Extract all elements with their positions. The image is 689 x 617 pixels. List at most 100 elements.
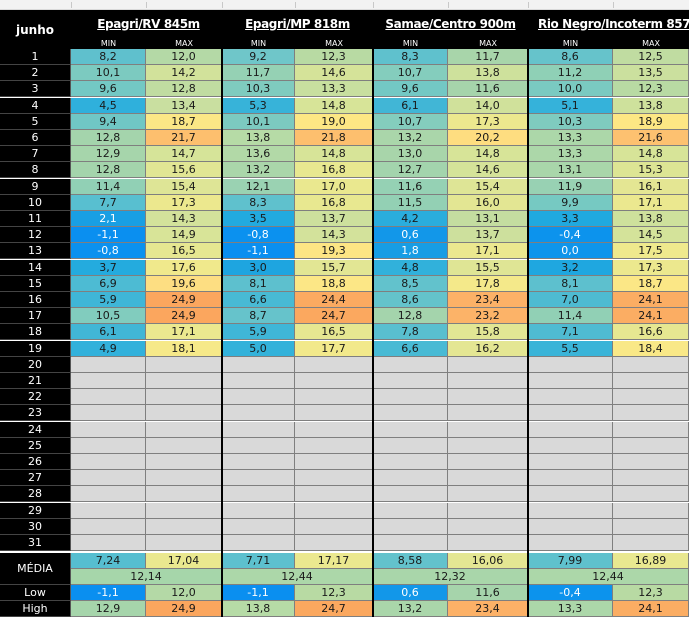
empty-cell[interactable] <box>373 470 448 487</box>
empty-cell[interactable] <box>146 373 222 389</box>
min-temp-cell[interactable]: 7,0 <box>528 292 613 308</box>
empty-cell[interactable] <box>448 389 528 406</box>
empty-cell[interactable] <box>528 389 613 406</box>
min-temp-cell[interactable]: 12,9 <box>71 146 146 163</box>
max-temp-cell[interactable]: 18,7 <box>613 275 689 292</box>
max-temp-cell[interactable]: 17,8 <box>448 275 528 292</box>
min-temp-cell[interactable]: 5,5 <box>528 340 613 357</box>
empty-cell[interactable] <box>146 421 222 438</box>
min-temp-cell[interactable]: 12,7 <box>373 162 448 179</box>
max-temp-cell[interactable]: 14,0 <box>448 97 528 114</box>
high-value[interactable]: 24,9 <box>146 601 222 617</box>
empty-cell[interactable] <box>295 389 373 406</box>
high-value[interactable]: 12,9 <box>71 601 146 617</box>
max-temp-cell[interactable]: 15,7 <box>295 259 373 276</box>
max-temp-cell[interactable]: 16,5 <box>146 243 222 260</box>
empty-cell[interactable] <box>373 454 448 470</box>
max-temp-cell[interactable]: 20,2 <box>448 130 528 146</box>
min-temp-cell[interactable]: 13,2 <box>373 130 448 146</box>
empty-cell[interactable] <box>146 470 222 487</box>
max-temp-cell[interactable]: 23,4 <box>448 292 528 308</box>
min-temp-cell[interactable]: 4,8 <box>373 259 448 276</box>
min-temp-cell[interactable]: 5,3 <box>222 97 295 114</box>
empty-cell[interactable] <box>448 373 528 389</box>
max-temp-cell[interactable]: 14,6 <box>448 162 528 179</box>
min-temp-cell[interactable]: 3,3 <box>528 211 613 227</box>
max-temp-cell[interactable]: 14,8 <box>295 97 373 114</box>
max-temp-cell[interactable]: 16,8 <box>295 162 373 179</box>
empty-cell[interactable] <box>222 470 295 487</box>
max-temp-cell[interactable]: 19,6 <box>146 275 222 292</box>
empty-cell[interactable] <box>71 486 146 503</box>
min-temp-cell[interactable]: 6,9 <box>71 275 146 292</box>
empty-cell[interactable] <box>528 486 613 503</box>
empty-cell[interactable] <box>373 421 448 438</box>
high-value[interactable]: 13,3 <box>528 601 613 617</box>
min-temp-cell[interactable]: 12,8 <box>373 308 448 325</box>
min-temp-cell[interactable]: -0,8 <box>71 243 146 260</box>
high-value[interactable]: 24,7 <box>295 601 373 617</box>
max-temp-cell[interactable]: 14,6 <box>295 65 373 82</box>
empty-cell[interactable] <box>373 502 448 519</box>
min-temp-cell[interactable]: 0,0 <box>528 243 613 260</box>
empty-cell[interactable] <box>528 502 613 519</box>
min-temp-cell[interactable]: 9,9 <box>528 194 613 211</box>
empty-cell[interactable] <box>373 405 448 422</box>
min-temp-cell[interactable]: 13,3 <box>528 146 613 163</box>
min-temp-cell[interactable]: 9,2 <box>222 49 295 65</box>
empty-cell[interactable] <box>528 518 613 535</box>
min-temp-cell[interactable]: -0,4 <box>528 227 613 244</box>
empty-cell[interactable] <box>448 437 528 454</box>
station-header-epagri-mp[interactable]: Epagri/MP 818m <box>245 16 350 31</box>
column-divider[interactable] <box>222 2 223 8</box>
max-temp-cell[interactable]: 13,8 <box>448 65 528 82</box>
max-temp-cell[interactable]: 15,5 <box>448 259 528 276</box>
max-temp-cell[interactable]: 24,7 <box>295 308 373 325</box>
min-temp-cell[interactable]: 11,7 <box>222 65 295 82</box>
max-temp-cell[interactable]: 13,1 <box>448 211 528 227</box>
min-temp-cell[interactable]: 10,1 <box>222 113 295 130</box>
empty-cell[interactable] <box>613 437 689 454</box>
column-divider[interactable] <box>613 2 614 8</box>
empty-cell[interactable] <box>222 454 295 470</box>
max-temp-cell[interactable]: 14,3 <box>295 227 373 244</box>
empty-cell[interactable] <box>448 470 528 487</box>
max-temp-cell[interactable]: 11,7 <box>448 49 528 65</box>
min-temp-cell[interactable]: 6,6 <box>373 340 448 357</box>
empty-cell[interactable] <box>222 437 295 454</box>
min-temp-cell[interactable]: 6,1 <box>71 324 146 341</box>
min-temp-cell[interactable]: 7,7 <box>71 194 146 211</box>
overall-average-value[interactable]: 12,14 <box>71 569 222 586</box>
low-value[interactable]: -1,1 <box>71 585 146 602</box>
max-temp-cell[interactable]: 24,9 <box>146 292 222 308</box>
empty-cell[interactable] <box>448 405 528 422</box>
empty-cell[interactable] <box>71 518 146 535</box>
max-temp-cell[interactable]: 18,4 <box>613 340 689 357</box>
max-temp-cell[interactable]: 12,0 <box>146 49 222 65</box>
empty-cell[interactable] <box>613 470 689 487</box>
max-temp-cell[interactable]: 14,8 <box>448 146 528 163</box>
empty-cell[interactable] <box>373 518 448 535</box>
max-temp-cell[interactable]: 17,3 <box>146 194 222 211</box>
empty-cell[interactable] <box>71 535 146 551</box>
station-header-rio-negro[interactable]: Rio Negro/Incoterm 857m <box>538 16 689 31</box>
min-temp-cell[interactable]: 11,4 <box>528 308 613 325</box>
max-temp-cell[interactable]: 15,6 <box>146 162 222 179</box>
media-value[interactable]: 7,71 <box>222 553 295 570</box>
min-temp-cell[interactable]: 10,3 <box>528 113 613 130</box>
min-temp-cell[interactable]: 8,3 <box>373 49 448 65</box>
empty-cell[interactable] <box>222 421 295 438</box>
empty-cell[interactable] <box>528 356 613 373</box>
min-temp-cell[interactable]: 10,7 <box>373 113 448 130</box>
overall-average-value[interactable]: 12,44 <box>222 569 373 586</box>
max-temp-cell[interactable]: 17,6 <box>146 259 222 276</box>
min-temp-cell[interactable]: 6,6 <box>222 292 295 308</box>
empty-cell[interactable] <box>295 535 373 551</box>
min-temp-cell[interactable]: 7,8 <box>373 324 448 341</box>
max-temp-cell[interactable]: 24,9 <box>146 308 222 325</box>
empty-cell[interactable] <box>613 518 689 535</box>
empty-cell[interactable] <box>373 356 448 373</box>
empty-cell[interactable] <box>146 502 222 519</box>
max-temp-cell[interactable]: 17,3 <box>613 259 689 276</box>
column-divider[interactable] <box>146 2 147 8</box>
